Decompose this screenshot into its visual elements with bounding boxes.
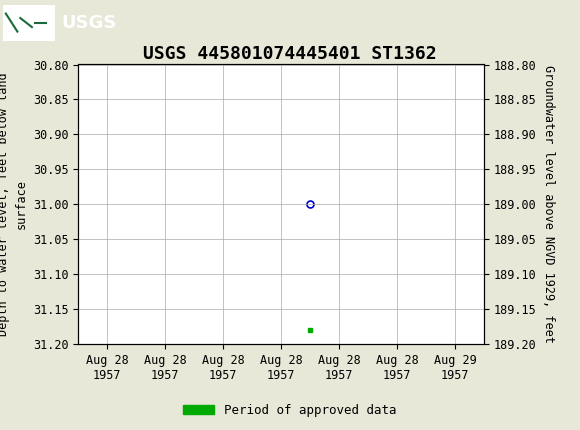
Text: USGS: USGS: [61, 14, 116, 31]
Legend: Period of approved data: Period of approved data: [178, 399, 402, 421]
Y-axis label: Groundwater level above NGVD 1929, feet: Groundwater level above NGVD 1929, feet: [542, 65, 555, 343]
Text: USGS 445801074445401 ST1362: USGS 445801074445401 ST1362: [143, 45, 437, 63]
Y-axis label: Depth to water level, feet below land
surface: Depth to water level, feet below land su…: [0, 72, 27, 336]
FancyBboxPatch shape: [3, 4, 55, 41]
